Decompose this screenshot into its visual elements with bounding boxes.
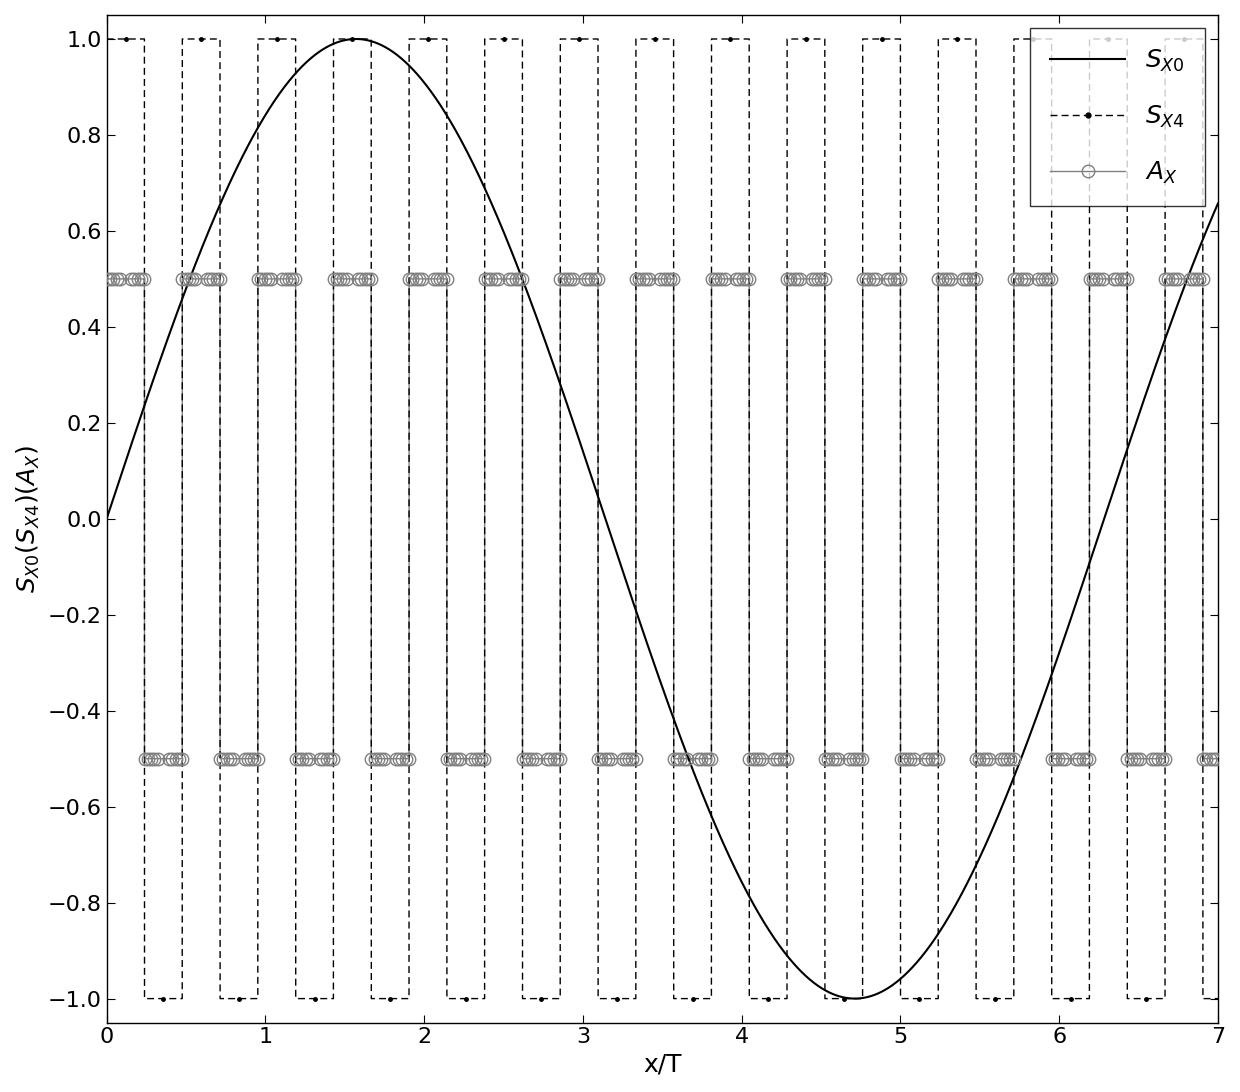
Y-axis label: $S_{X0}(S_{X4})(A_X)$: $S_{X0}(S_{X4})(A_X)$ xyxy=(15,444,42,593)
Legend: $S_{X0}$, $S_{X4}$, $A_X$: $S_{X0}$, $S_{X4}$, $A_X$ xyxy=(1030,27,1205,206)
X-axis label: x/T: x/T xyxy=(644,1053,682,1077)
